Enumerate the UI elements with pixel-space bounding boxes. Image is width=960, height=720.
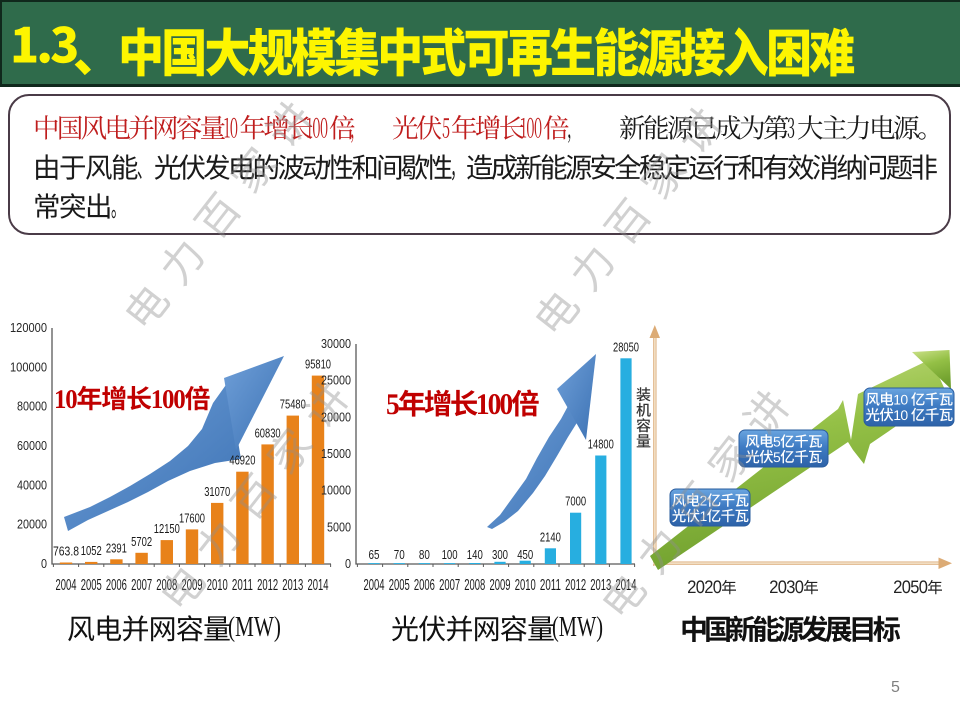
svg-text:100: 100 — [442, 548, 458, 562]
svg-text:10000: 10000 — [321, 484, 351, 498]
svg-text:40000: 40000 — [17, 478, 47, 492]
svg-text:2010: 2010 — [207, 577, 228, 594]
svg-text:140: 140 — [467, 548, 483, 562]
svg-text:28050: 28050 — [613, 340, 639, 354]
svg-text:763.8: 763.8 — [53, 545, 79, 559]
svg-text:2004: 2004 — [364, 577, 385, 594]
svg-text:2006: 2006 — [414, 577, 435, 594]
svg-text:70: 70 — [394, 548, 405, 562]
svg-text:1052: 1052 — [81, 544, 102, 558]
svg-text:15000: 15000 — [321, 447, 351, 461]
svg-text:2391: 2391 — [106, 541, 127, 555]
svg-text:80000: 80000 — [17, 400, 47, 414]
svg-text:2005: 2005 — [81, 577, 102, 594]
svg-text:2007: 2007 — [439, 577, 460, 594]
svg-text:30000: 30000 — [321, 337, 351, 351]
svg-text:12150: 12150 — [154, 522, 180, 536]
svg-text:60830: 60830 — [255, 426, 281, 440]
svg-text:2004: 2004 — [56, 577, 77, 594]
svg-text:25000: 25000 — [321, 374, 351, 388]
svg-text:2013: 2013 — [590, 577, 611, 594]
svg-text:2007: 2007 — [131, 577, 152, 594]
svg-text:450: 450 — [517, 548, 533, 562]
svg-text:(MW): (MW) — [552, 612, 603, 643]
svg-text:120000: 120000 — [10, 321, 47, 335]
svg-text:7000: 7000 — [565, 495, 586, 509]
svg-text:(MW): (MW) — [228, 612, 281, 643]
svg-text:0: 0 — [345, 557, 351, 571]
svg-text:5000: 5000 — [327, 520, 351, 534]
svg-text:14800: 14800 — [588, 438, 614, 452]
svg-text:95810: 95810 — [305, 358, 331, 372]
svg-text:2010: 2010 — [515, 577, 536, 594]
svg-text:31070: 31070 — [204, 485, 230, 499]
svg-text:2012: 2012 — [257, 577, 278, 594]
svg-text:2011: 2011 — [540, 577, 561, 594]
svg-text:17600: 17600 — [179, 511, 205, 525]
svg-text:2140: 2140 — [540, 530, 561, 544]
svg-text:75480: 75480 — [280, 398, 306, 412]
svg-text:46920: 46920 — [229, 454, 255, 468]
svg-text:0: 0 — [41, 557, 47, 571]
svg-text:5: 5 — [891, 679, 900, 696]
svg-text:60000: 60000 — [17, 439, 47, 453]
svg-text:2008: 2008 — [464, 577, 485, 594]
svg-text:5702: 5702 — [131, 535, 152, 549]
svg-text:2012: 2012 — [565, 577, 586, 594]
svg-text:2005: 2005 — [389, 577, 410, 594]
svg-text:65: 65 — [369, 548, 380, 562]
svg-text:2006: 2006 — [106, 577, 127, 594]
svg-text:300: 300 — [492, 548, 508, 562]
svg-text:2011: 2011 — [232, 577, 253, 594]
svg-text:2013: 2013 — [282, 577, 303, 594]
svg-text:20000: 20000 — [17, 518, 47, 532]
svg-text:2014: 2014 — [308, 577, 329, 594]
svg-text:2009: 2009 — [490, 577, 511, 594]
svg-text:80: 80 — [419, 548, 430, 562]
svg-text:100000: 100000 — [10, 360, 47, 374]
